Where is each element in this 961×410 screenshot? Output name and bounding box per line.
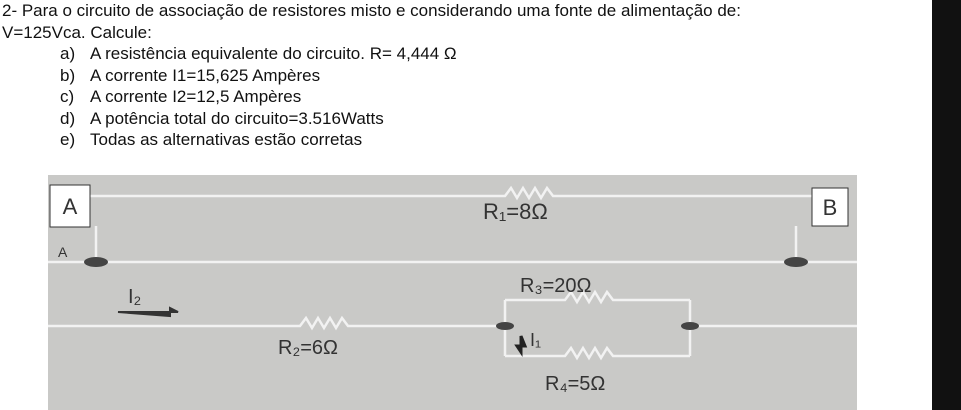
r2-label: R₂=6Ω: [278, 337, 338, 359]
option-text: A resistência equivalente do circuito. R…: [90, 44, 457, 63]
question-title: 2- Para o circuito de associação de resi…: [2, 1, 741, 20]
question: 2- Para o circuito de associação de resi…: [2, 0, 741, 151]
option-letter: e): [60, 130, 76, 149]
option-text: Todas as alternativas estão corretas: [90, 130, 363, 149]
option-text: A corrente I1=15,625 Ampères: [90, 65, 321, 85]
circuit-photo: [48, 175, 857, 410]
wires: [48, 185, 857, 361]
question-subtitle: V=125Vca. Calcule:: [2, 22, 152, 42]
option-letter: d): [60, 108, 76, 128]
i1-label: I₁: [530, 330, 541, 350]
option-text: A potência total do circuito=3.516Watts: [90, 108, 384, 128]
i2-label: I₂: [128, 286, 141, 308]
option: b) A corrente I1=15,625 Ampères: [2, 65, 741, 87]
option: e) Todas as alternativas estão corretas: [2, 129, 741, 151]
side-bar: [932, 0, 961, 410]
option-letter: c): [60, 87, 75, 106]
node-a-box: [49, 184, 91, 228]
node-b-box: [811, 187, 849, 227]
node-a: A: [63, 194, 78, 219]
i1-arrow: [514, 335, 528, 357]
i2-arrow: [117, 306, 179, 318]
small-a: A: [58, 244, 68, 260]
option: d) A potência total do circuito=3.516Watt…: [2, 108, 741, 130]
option: a) A resistência equivalente do circuito.…: [2, 43, 741, 65]
option-letter: b): [60, 65, 76, 85]
nodes: [84, 257, 808, 330]
option: c) A corrente I2=12,5 Ampères: [2, 86, 741, 108]
node-b: B: [823, 195, 838, 220]
r1-label: R₁=8Ω: [483, 199, 548, 224]
option-text: A corrente I2=12,5 Ampères: [90, 87, 302, 106]
options: a) A resistência equivalente do circuito.…: [2, 43, 741, 151]
r3-label: R₃=20Ω: [520, 275, 592, 297]
r4-label: R₄=5Ω: [545, 373, 605, 395]
option-letter: a): [60, 44, 76, 63]
